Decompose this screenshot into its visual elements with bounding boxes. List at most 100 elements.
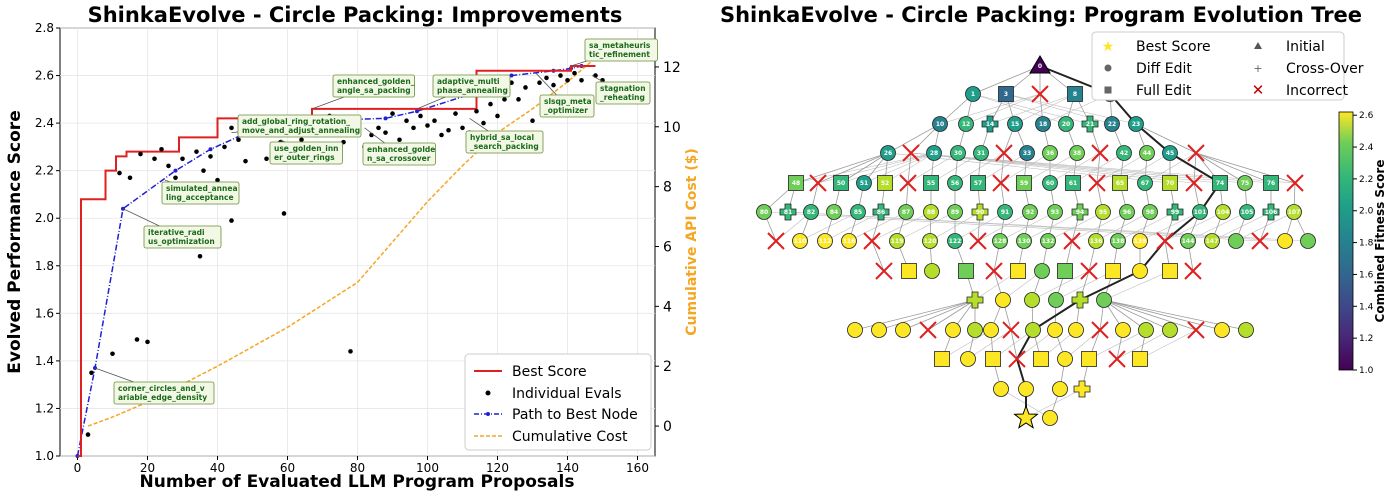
tree-node: 55 xyxy=(923,175,939,191)
tree-edge xyxy=(1139,329,1197,360)
tree-node: 28 xyxy=(926,145,942,161)
tree-node: 14 xyxy=(981,115,999,133)
tree-node: 10 xyxy=(932,116,948,132)
eval-point xyxy=(180,156,185,162)
node-full-edit xyxy=(1105,263,1121,279)
node-id-label: 112 xyxy=(819,238,832,245)
tree-edge xyxy=(907,152,912,184)
tree-edge xyxy=(1047,211,1104,242)
tree-node: 138 xyxy=(1110,233,1126,249)
node-cross-over xyxy=(872,203,890,221)
eval-point xyxy=(439,132,444,138)
tree-edge xyxy=(1195,152,1272,184)
eval-point xyxy=(194,149,199,154)
node-id-label: 65 xyxy=(1116,180,1124,187)
node-id-label: 70 xyxy=(1166,180,1174,187)
node-diff-edit xyxy=(1137,175,1153,191)
tree-node xyxy=(1031,85,1049,103)
node-diff-edit xyxy=(1300,233,1316,249)
colorbar-tick-label: 1.6 xyxy=(1359,270,1374,280)
annotation-box xyxy=(143,225,222,249)
annotation-box xyxy=(332,74,415,98)
node-diff-edit xyxy=(1018,381,1034,397)
eval-point xyxy=(418,113,423,119)
eval-point xyxy=(134,337,140,342)
tree-node xyxy=(1300,233,1316,249)
node-incorrect xyxy=(919,321,937,339)
node-diff-edit xyxy=(947,175,963,191)
tree-node: 93 xyxy=(1047,204,1063,220)
node-full-edit xyxy=(1162,263,1178,279)
annotation: stagnation_reheating xyxy=(591,75,651,105)
annotation-text: stagnation xyxy=(600,84,646,93)
tree-node: 85 xyxy=(850,204,866,220)
node-id-label: 14 xyxy=(986,121,994,128)
node-best-score xyxy=(1013,404,1039,429)
node-diff-edit xyxy=(1057,351,1073,367)
node-incorrect xyxy=(1286,174,1304,192)
node-diff-edit xyxy=(898,204,914,220)
tree-node xyxy=(1138,322,1154,338)
y-tick-label: 2.4 xyxy=(35,116,54,130)
eval-point xyxy=(397,137,402,143)
tree-edge xyxy=(967,329,1012,360)
y-tick-label: 1.8 xyxy=(35,259,54,273)
cumulative-cost-series xyxy=(87,51,603,427)
tree-node xyxy=(966,291,984,309)
x-icon: ✕ xyxy=(1252,81,1265,99)
node-incorrect xyxy=(1031,85,1049,103)
tree-node xyxy=(945,322,961,338)
node-diff-edit xyxy=(947,204,963,220)
annotation-box xyxy=(161,181,240,205)
node-id-label: 56 xyxy=(951,180,959,187)
node-id-label: 136 xyxy=(1090,238,1103,245)
tree-edge xyxy=(907,152,959,184)
node-id-label: 104 xyxy=(1217,209,1230,216)
annotation-box xyxy=(362,142,436,166)
node-full-edit xyxy=(1081,351,1097,367)
right-chart-title: ShinkaEvolve - Circle Packing: Program E… xyxy=(720,3,1362,27)
annotation-text: ariable_edge_density xyxy=(118,393,207,402)
tree-node xyxy=(1132,351,1148,367)
node-full-edit xyxy=(998,86,1014,102)
node-incorrect xyxy=(1008,350,1026,368)
tree-node: 89 xyxy=(947,204,963,220)
eval-point xyxy=(138,151,143,157)
node-diff-edit xyxy=(1180,233,1196,249)
y-tick-label: 2.2 xyxy=(35,164,54,178)
left-legend: Best Score Individual Evals Path to Best… xyxy=(464,353,652,451)
tree-node: 122 xyxy=(947,233,963,249)
legend-path-label: Path to Best Node xyxy=(512,407,638,423)
tree-node xyxy=(1185,174,1203,192)
annotation: hybrid_sa_local_search_packing xyxy=(465,118,544,154)
node-id-label: 128 xyxy=(994,238,1007,245)
node-full-edit xyxy=(1065,175,1081,191)
annotation-text: simulated_annea xyxy=(166,184,238,193)
colorbar-tick-label: 2.2 xyxy=(1359,175,1373,185)
node-id-label: 119 xyxy=(891,238,904,245)
node-diff-edit xyxy=(1022,204,1038,220)
node-id-label: 88 xyxy=(927,209,935,216)
node-diff-edit xyxy=(756,204,772,220)
tree-node xyxy=(1228,233,1244,249)
node-cross-over xyxy=(981,115,999,133)
tree-node xyxy=(960,351,976,367)
legend-entry-circle: Diff Edit xyxy=(1104,61,1192,77)
node-id-label: 84 xyxy=(830,209,838,216)
tree-edge xyxy=(863,152,935,184)
eval-point xyxy=(425,123,430,128)
node-id-label: 59 xyxy=(1020,180,1028,187)
y2-tick-label: 6 xyxy=(663,239,672,255)
node-id-label: 57 xyxy=(974,180,982,187)
tree-node xyxy=(1091,144,1109,162)
legend-best-label: Best Score xyxy=(512,364,587,380)
node-id-label: 36 xyxy=(1046,150,1054,157)
path-point xyxy=(383,116,388,121)
node-id-label: 44 xyxy=(1143,150,1151,157)
tree-node xyxy=(1002,321,1020,339)
colorbar-tick-label: 1.0 xyxy=(1359,366,1374,376)
node-diff-edit xyxy=(1115,322,1131,338)
node-diff-edit xyxy=(932,116,948,132)
